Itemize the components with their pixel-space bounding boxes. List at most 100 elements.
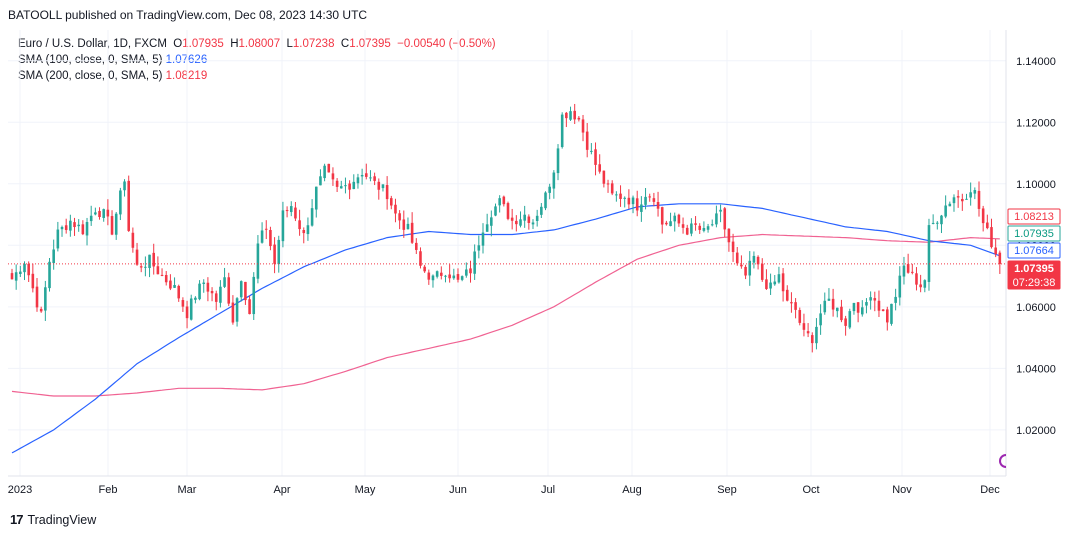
candle-body [473, 251, 476, 274]
candlestick [131, 227, 135, 253]
candlestick [915, 267, 918, 291]
candle-body [827, 298, 831, 301]
candlestick [644, 188, 647, 210]
candlestick [114, 212, 118, 240]
candle-body [264, 228, 268, 230]
high-label: H [230, 38, 239, 50]
candle-body [510, 217, 514, 221]
candlestick [35, 278, 39, 312]
candlestick [473, 244, 476, 280]
candlestick [585, 123, 589, 158]
candlestick [185, 300, 189, 329]
candle-body [998, 252, 1002, 264]
candlestick [194, 296, 197, 304]
candlestick [660, 206, 664, 234]
candle-body [977, 190, 981, 209]
candlestick [31, 263, 35, 293]
candlestick [306, 217, 310, 241]
sma100-line [11, 203, 1001, 454]
candle-body [123, 181, 126, 191]
y-tick-label: 1.10000 [1016, 179, 1056, 191]
candlestick [398, 210, 401, 230]
candle-body [952, 197, 956, 204]
candlestick [890, 303, 893, 326]
candle-body [27, 263, 30, 276]
candle-body [923, 280, 927, 288]
candle-body [177, 285, 181, 299]
candlestick [565, 111, 568, 128]
close-label: C [340, 38, 350, 50]
tradingview-logo[interactable]: 17 TradingView [10, 512, 96, 527]
candlestick [652, 192, 656, 207]
candle-body [248, 299, 251, 315]
candle-body [456, 274, 460, 280]
candlestick [669, 212, 672, 227]
candle-body [369, 177, 372, 179]
candle-body [848, 311, 852, 328]
candle-body [740, 264, 743, 267]
candlestick [606, 179, 610, 193]
candlestick [119, 187, 122, 221]
candlestick [936, 221, 939, 230]
candle-body [852, 302, 856, 312]
price-label-layer: 1.08213 1.07935 1.07664 1.07395 07:29:38 [1007, 208, 1061, 290]
candlestick [523, 205, 526, 228]
candle-body [352, 181, 356, 190]
candle-body [819, 313, 822, 326]
candle-body [273, 244, 276, 264]
candle-body [69, 220, 72, 231]
legend-sma100-row[interactable]: SMA (100, close, 0, SMA, 5) 1.07626 [18, 52, 496, 68]
candle-body [310, 208, 314, 226]
candlestick [760, 258, 764, 282]
candlestick [848, 308, 852, 330]
candle-body [573, 110, 576, 120]
candle-body [673, 215, 677, 222]
tv-logo-icon: 17 [10, 512, 24, 527]
candle-body [198, 283, 201, 300]
candlestick [577, 116, 581, 122]
x-tick-label: Sep [717, 484, 737, 496]
x-tick-label: Aug [622, 484, 642, 496]
candle-body [940, 215, 943, 225]
candle-body [406, 223, 410, 230]
tv-brand-text: TradingView [27, 512, 97, 527]
candlestick [206, 277, 210, 302]
candle-body [298, 220, 301, 230]
candlestick [144, 256, 147, 277]
candlestick [869, 291, 872, 310]
candle-body [465, 269, 468, 276]
candle-body [844, 318, 847, 326]
candlestick [381, 184, 385, 192]
candlestick [735, 246, 739, 266]
candle-body [577, 117, 581, 120]
candle-body [748, 260, 752, 276]
candle-body [823, 300, 827, 313]
candlestick [777, 266, 781, 284]
candlestick [202, 279, 206, 293]
price-label-text: 1.07935 [1014, 228, 1054, 240]
candlestick [623, 196, 626, 208]
candle-body [19, 271, 22, 274]
candlestick [73, 217, 76, 236]
candle-layer [10, 103, 1002, 353]
y-tick-label: 1.02000 [1016, 425, 1056, 437]
candle-body [35, 286, 39, 308]
candlestick [352, 174, 356, 190]
candlestick [615, 191, 618, 202]
candle-body [519, 219, 522, 226]
sma-layer [11, 203, 1001, 454]
candlestick [994, 238, 997, 258]
candlestick [844, 315, 847, 336]
candlestick [19, 265, 22, 277]
low-value: 1.07238 [292, 38, 335, 50]
candle-body [285, 210, 289, 212]
x-tick-label: Mar [178, 484, 197, 496]
candle-body [390, 198, 393, 206]
legend-symbol-row[interactable]: Euro / U.S. Dollar, 1D, FXCM O1.07935 H1… [18, 36, 496, 52]
candlestick [552, 170, 556, 199]
candle-body [348, 183, 351, 190]
candle-body [715, 213, 718, 225]
legend-sma200-row[interactable]: SMA (200, close, 0, SMA, 5) 1.08219 [18, 68, 496, 84]
candle-body [335, 180, 339, 187]
